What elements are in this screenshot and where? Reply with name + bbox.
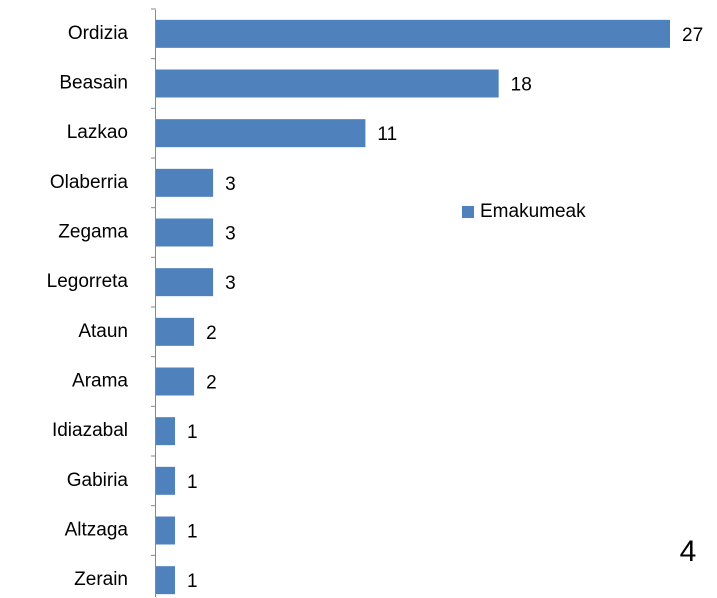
bar xyxy=(156,566,176,595)
y-tick-label: Zerain xyxy=(74,569,128,590)
bar xyxy=(156,218,214,247)
bar xyxy=(156,516,176,545)
legend-swatch xyxy=(462,206,474,218)
value-label: 11 xyxy=(377,124,397,145)
legend-label: Emakumeak xyxy=(480,201,586,222)
bar xyxy=(156,367,195,396)
bar xyxy=(156,466,176,495)
y-tick-label: Zegama xyxy=(58,222,128,243)
y-tick-label: Legorreta xyxy=(47,271,129,292)
bar xyxy=(156,268,214,297)
y-tick-label: Arama xyxy=(72,371,128,392)
value-label: 27 xyxy=(682,25,703,46)
bar xyxy=(156,417,176,446)
value-label: 2 xyxy=(206,323,217,344)
bar xyxy=(156,119,366,148)
bar xyxy=(156,19,670,48)
y-tick-label: Lazkao xyxy=(67,122,128,143)
bar xyxy=(156,168,214,197)
y-tick-label: Beasain xyxy=(59,73,128,94)
y-tick-label: Idiazabal xyxy=(52,420,128,441)
value-label: 3 xyxy=(225,224,236,245)
bar xyxy=(156,317,195,346)
value-label: 18 xyxy=(511,75,532,96)
value-label: 1 xyxy=(187,571,198,592)
value-label: 1 xyxy=(187,522,198,543)
value-label: 1 xyxy=(187,422,198,443)
bar xyxy=(156,69,499,98)
y-tick-label: Ordizia xyxy=(68,23,129,44)
y-tick-label: Olaberria xyxy=(50,172,129,193)
annotation: 4 xyxy=(680,535,697,568)
value-label: 1 xyxy=(187,472,198,493)
y-tick-label: Ataun xyxy=(78,321,128,342)
value-label: 3 xyxy=(225,174,236,195)
value-label: 2 xyxy=(206,373,217,394)
y-tick-label: Altzaga xyxy=(65,520,129,541)
value-label: 3 xyxy=(225,273,236,294)
y-tick-label: Gabiria xyxy=(67,470,129,491)
